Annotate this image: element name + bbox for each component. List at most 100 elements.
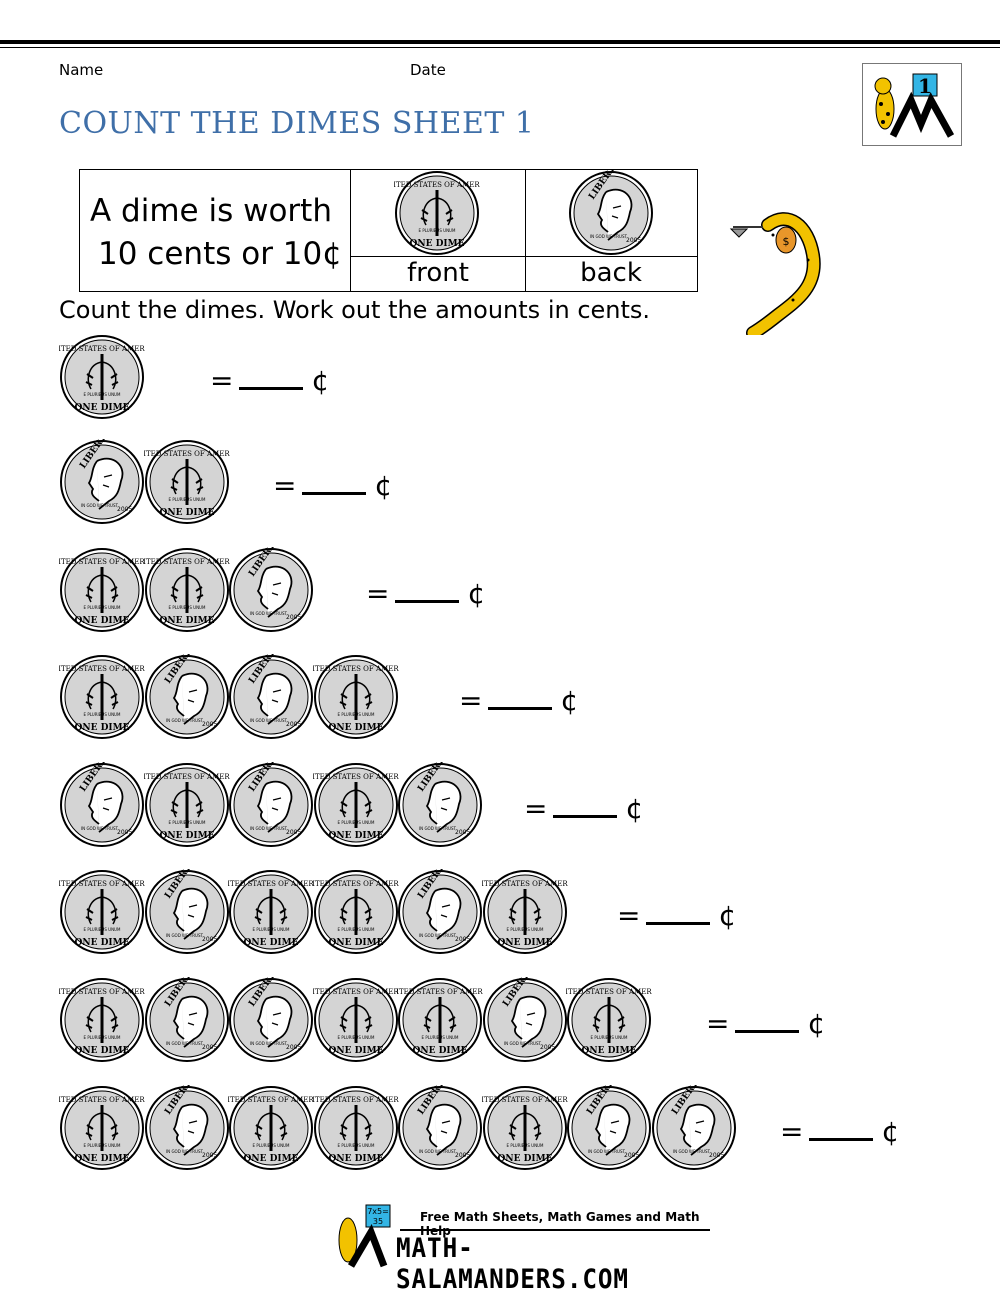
svg-text:UNITED STATES OF AMERICA: UNITED STATES OF AMERICA	[566, 988, 652, 996]
svg-text:2005: 2005	[202, 1044, 217, 1051]
svg-text:ONE DIME: ONE DIME	[75, 938, 130, 948]
svg-text:IN GOD WE TRUST: IN GOD WE TRUST	[419, 1149, 456, 1154]
equals-sign: =	[273, 469, 297, 502]
svg-text:2005: 2005	[117, 506, 132, 513]
equals-sign: =	[706, 1007, 730, 1040]
svg-text:2005: 2005	[286, 614, 301, 621]
answer-blank[interactable]	[735, 1008, 800, 1033]
dime-back-icon: LIBERTY IN GOD WE TRUST 2005	[228, 750, 314, 848]
svg-text:35: 35	[373, 1217, 383, 1226]
dime-back-icon: LIBERTY IN GOD WE TRUST 2005	[397, 1073, 483, 1171]
svg-text:2005: 2005	[455, 936, 470, 943]
answer-area: = ¢	[459, 684, 578, 717]
svg-text:ONE DIME: ONE DIME	[75, 1154, 130, 1164]
svg-text:2005: 2005	[117, 829, 132, 836]
svg-text:UNITED STATES OF AMERICA: UNITED STATES OF AMERICA	[59, 988, 145, 996]
answer-area: = ¢	[210, 364, 329, 397]
dime-front-icon: UNITED STATES OF AMERICA E PLURIBUS UNUM…	[469, 869, 581, 955]
svg-text:E PLURIBUS UNUM: E PLURIBUS UNUM	[168, 497, 205, 502]
answer-blank[interactable]	[646, 900, 711, 925]
svg-text:UNITED STATES OF AMERICA: UNITED STATES OF AMERICA	[144, 773, 230, 781]
dime-back-icon: LIBERTY IN GOD WE TRUST 2005	[566, 1073, 652, 1171]
svg-text:E PLURIBUS UNUM: E PLURIBUS UNUM	[419, 228, 456, 233]
svg-text:E PLURIBUS UNUM: E PLURIBUS UNUM	[337, 712, 374, 717]
dime-value-line1: A dime is worth	[90, 193, 332, 229]
answer-blank[interactable]	[239, 365, 304, 390]
svg-text:E PLURIBUS UNUM: E PLURIBUS UNUM	[84, 1143, 121, 1148]
svg-text:E PLURIBUS UNUM: E PLURIBUS UNUM	[84, 927, 121, 932]
footer-salamander-icon: 7x5= 35	[338, 1204, 391, 1268]
svg-text:UNITED STATES OF AMERICA: UNITED STATES OF AMERICA	[59, 345, 145, 353]
dime-back-icon: LIBERTY IN GOD WE TRUST 2005	[397, 750, 483, 848]
svg-text:IN GOD WE TRUST: IN GOD WE TRUST	[673, 1149, 710, 1154]
svg-text:2005: 2005	[709, 1152, 724, 1159]
svg-text:E PLURIBUS UNUM: E PLURIBUS UNUM	[337, 927, 374, 932]
answer-area: = ¢	[524, 792, 643, 825]
svg-text:E PLURIBUS UNUM: E PLURIBUS UNUM	[84, 605, 121, 610]
answer-blank[interactable]	[302, 470, 367, 495]
dime-front-icon: UNITED STATES OF AMERICA E PLURIBUS UNUM…	[46, 1085, 159, 1171]
front-cell: UNITED STATES OF AMERICA E PLURIBUS UNUM…	[351, 170, 526, 291]
svg-text:$: $	[783, 235, 790, 248]
svg-text:UNITED STATES OF AMERICA: UNITED STATES OF AMERICA	[313, 1096, 399, 1104]
svg-text:ONE DIME: ONE DIME	[75, 723, 130, 733]
dime-front-image: UNITED STATES OF AMERICA E PLURIBUS UNUM…	[381, 170, 494, 256]
svg-text:2005: 2005	[202, 936, 217, 943]
svg-text:UNITED STATES OF AMERICA: UNITED STATES OF AMERICA	[313, 773, 399, 781]
dime-info-table: A dime is worth 10 cents or 10¢ UNITED S…	[79, 158, 698, 292]
svg-text:E PLURIBUS UNUM: E PLURIBUS UNUM	[84, 1035, 121, 1040]
svg-text:IN GOD WE TRUST: IN GOD WE TRUST	[588, 1149, 625, 1154]
equals-sign: =	[780, 1115, 804, 1148]
equals-sign: =	[459, 684, 483, 717]
footer-tagline: Free Math Sheets, Math Games and Math He…	[420, 1210, 700, 1238]
svg-text:2005: 2005	[624, 1152, 639, 1159]
svg-text:E PLURIBUS UNUM: E PLURIBUS UNUM	[84, 712, 121, 717]
svg-text:ONE DIME: ONE DIME	[75, 1046, 130, 1056]
dime-front-icon: UNITED STATES OF AMERICA E PLURIBUS UNUM…	[46, 547, 159, 633]
svg-text:UNITED STATES OF AMERICA: UNITED STATES OF AMERICA	[313, 988, 399, 996]
svg-text:E PLURIBUS UNUM: E PLURIBUS UNUM	[337, 820, 374, 825]
svg-text:UNITED STATES OF AMERICA: UNITED STATES OF AMERICA	[59, 1096, 145, 1104]
dime-front-icon: UNITED STATES OF AMERICA E PLURIBUS UNUM…	[384, 977, 497, 1063]
svg-text:E PLURIBUS UNUM: E PLURIBUS UNUM	[253, 927, 290, 932]
svg-text:ONE DIME: ONE DIME	[328, 831, 383, 841]
svg-text:UNITED STATES OF AMERICA: UNITED STATES OF AMERICA	[397, 988, 483, 996]
dime-front-icon: UNITED STATES OF AMERICA E PLURIBUS UNUM…	[215, 869, 328, 955]
svg-text:2005: 2005	[455, 829, 470, 836]
top-rule	[0, 40, 1000, 44]
back-label: back	[580, 258, 642, 288]
svg-text:UNITED STATES OF AMERICA: UNITED STATES OF AMERICA	[313, 880, 399, 888]
equals-sign: =	[210, 364, 234, 397]
answer-area: = ¢	[617, 899, 736, 932]
salamander-with-scales-icon: $	[728, 205, 828, 340]
answer-blank[interactable]	[488, 685, 553, 710]
footer-logo: 7x5= 35 Free Math Sheets, Math Games and…	[326, 1200, 716, 1294]
dime-front-icon: UNITED STATES OF AMERICA E PLURIBUS UNUM…	[46, 334, 159, 420]
dime-front-icon: UNITED STATES OF AMERICA E PLURIBUS UNUM…	[131, 762, 243, 848]
svg-text:UNITED STATES OF AMERICA: UNITED STATES OF AMERICA	[313, 665, 399, 673]
svg-text:IN GOD WE TRUST: IN GOD WE TRUST	[166, 933, 203, 938]
answer-blank[interactable]	[395, 578, 460, 603]
answer-area: = ¢	[706, 1007, 825, 1040]
svg-text:IN GOD WE TRUST: IN GOD WE TRUST	[250, 826, 287, 831]
cent-sign: ¢	[807, 1007, 826, 1040]
svg-text:IN GOD WE TRUST: IN GOD WE TRUST	[250, 1041, 287, 1046]
svg-text:2005: 2005	[455, 1152, 470, 1159]
dime-front-icon: UNITED STATES OF AMERICA E PLURIBUS UNUM…	[131, 439, 243, 525]
dime-front-icon: UNITED STATES OF AMERICA E PLURIBUS UNUM…	[46, 869, 159, 955]
svg-text:E PLURIBUS UNUM: E PLURIBUS UNUM	[253, 1143, 290, 1148]
svg-text:E PLURIBUS UNUM: E PLURIBUS UNUM	[84, 392, 121, 397]
svg-text:UNITED STATES OF AMERICA: UNITED STATES OF AMERICA	[228, 1096, 314, 1104]
svg-text:ONE DIME: ONE DIME	[497, 1154, 552, 1164]
page-title: COUNT THE DIMES SHEET 1	[59, 106, 535, 141]
top-rule-thin	[0, 47, 1000, 48]
dime-back-icon: LIBERTY IN GOD WE TRUST 2005	[144, 1073, 230, 1171]
svg-text:UNITED STATES OF AMERICA: UNITED STATES OF AMERICA	[144, 450, 230, 458]
svg-text:E PLURIBUS UNUM: E PLURIBUS UNUM	[337, 1035, 374, 1040]
answer-blank[interactable]	[553, 793, 618, 818]
svg-text:ONE DIME: ONE DIME	[328, 723, 383, 733]
svg-text:UNITED STATES OF AMERICA: UNITED STATES OF AMERICA	[144, 558, 230, 566]
svg-text:ONE DIME: ONE DIME	[410, 239, 465, 249]
answer-blank[interactable]	[809, 1116, 874, 1141]
dime-back-icon: LIBERTY IN GOD WE TRUST 2005	[59, 427, 145, 525]
